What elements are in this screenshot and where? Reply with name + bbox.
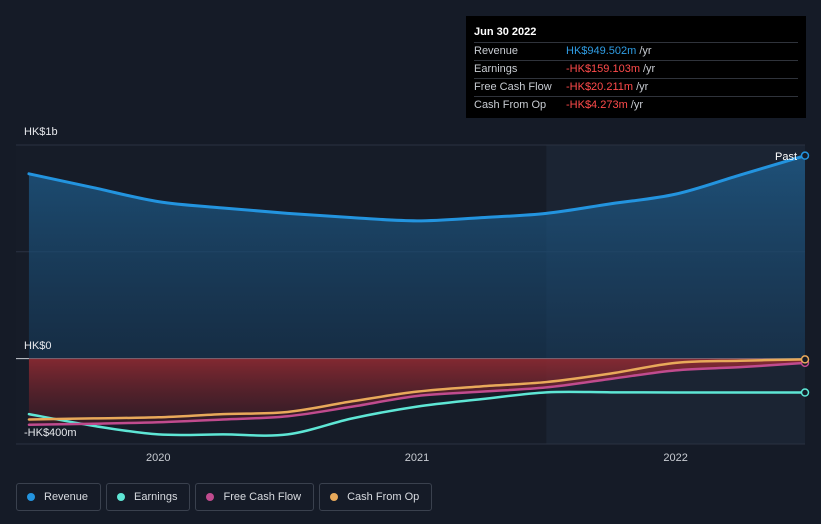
legend-label: Free Cash Flow xyxy=(223,491,302,503)
tooltip-label: Revenue xyxy=(474,45,519,57)
tooltip-unit: /yr xyxy=(636,81,649,93)
tooltip-date: Jun 30 2022 xyxy=(474,26,537,38)
x-tick-label: 2020 xyxy=(146,452,170,464)
past-label: Past xyxy=(775,151,797,163)
revenue-area xyxy=(28,155,805,359)
y-tick-label: HK$1b xyxy=(24,126,58,138)
tooltip-unit: /yr xyxy=(643,63,656,75)
legend-item-free-cash-flow[interactable]: Free Cash Flow xyxy=(195,483,315,511)
legend-item-cash-from-op[interactable]: Cash From Op xyxy=(319,483,433,511)
legend-dot-icon xyxy=(117,493,126,501)
end-marker-earnings xyxy=(800,388,810,397)
legend-item-revenue[interactable]: Revenue xyxy=(16,483,102,511)
tooltip-row-cash-from-op: Cash From Op -HK$4.273m /yr xyxy=(474,96,798,114)
legend-label: Revenue xyxy=(44,491,89,503)
tooltip-row-earnings: Earnings -HK$159.103m /yr xyxy=(474,60,798,78)
legend: Revenue Earnings Free Cash Flow Cash Fro… xyxy=(16,483,433,511)
tooltip: Jun 30 2022 Revenue HK$949.502m /yr Earn… xyxy=(466,16,806,118)
tooltip-value: -HK$159.103m xyxy=(566,63,640,75)
x-tick-label: 2022 xyxy=(663,452,687,464)
legend-label: Earnings xyxy=(134,491,178,503)
legend-item-earnings[interactable]: Earnings xyxy=(106,483,191,511)
tooltip-row-free-cash-flow: Free Cash Flow -HK$20.211m /yr xyxy=(474,78,798,96)
legend-dot-icon xyxy=(330,493,339,501)
legend-dot-icon xyxy=(27,493,35,501)
legend-label: Cash From Op xyxy=(347,491,420,503)
end-marker-revenue xyxy=(800,151,810,160)
tooltip-value: -HK$4.273m xyxy=(566,99,628,111)
y-tick-label: -HK$400m xyxy=(24,427,77,439)
tooltip-value: -HK$20.211m xyxy=(566,81,634,93)
tooltip-label: Earnings xyxy=(474,63,518,75)
y-tick-label: HK$0 xyxy=(24,340,52,352)
end-marker-cash-from-op xyxy=(800,355,810,364)
tooltip-unit: /yr xyxy=(630,99,643,111)
tooltip-label: Free Cash Flow xyxy=(474,81,552,93)
tooltip-label: Cash From Op xyxy=(474,99,547,111)
x-tick-label: 2021 xyxy=(405,452,429,464)
tooltip-row-revenue: Revenue HK$949.502m /yr xyxy=(474,42,798,60)
tooltip-value: HK$949.502m xyxy=(566,45,637,57)
legend-dot-icon xyxy=(206,493,215,501)
tooltip-unit: /yr xyxy=(639,45,652,57)
